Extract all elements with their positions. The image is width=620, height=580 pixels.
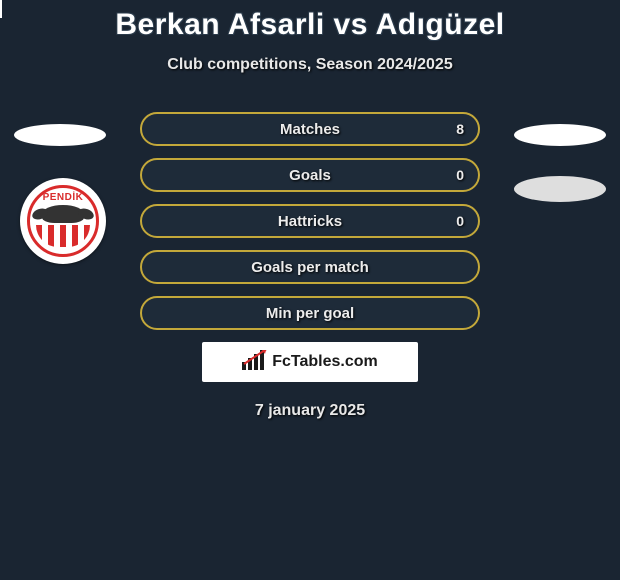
stat-label: Goals	[289, 167, 331, 184]
stat-label: Matches	[280, 121, 340, 138]
stat-row-hattricks: Hattricks 0	[140, 204, 480, 238]
stat-label: Min per goal	[266, 305, 354, 322]
stat-row-goals: Goals 0	[140, 158, 480, 192]
decorative-bar	[0, 0, 2, 18]
brand-chart-icon	[242, 350, 268, 375]
club-logo-left: PENDİK	[20, 178, 106, 264]
stat-right-value: 0	[456, 213, 464, 229]
stat-label: Hattricks	[278, 213, 342, 230]
player-right-ellipse-2	[514, 176, 606, 202]
stat-row-gpm: Goals per match	[140, 250, 480, 284]
page-subtitle: Club competitions, Season 2024/2025	[0, 56, 620, 74]
stat-row-matches: Matches 8	[140, 112, 480, 146]
stats-list: Matches 8 Goals 0 Hattricks 0 Goals per …	[140, 112, 480, 330]
player-right-ellipse	[514, 124, 606, 146]
page-title: Berkan Afsarli vs Adıgüzel	[0, 8, 620, 42]
brand-box: FcTables.com	[202, 342, 418, 382]
club-eagle-icon	[42, 205, 84, 223]
player-left-ellipse	[14, 124, 106, 146]
stat-label: Goals per match	[251, 259, 369, 276]
stat-right-value: 8	[456, 121, 464, 137]
club-logo-inner: PENDİK	[27, 185, 99, 257]
stat-row-mpg: Min per goal	[140, 296, 480, 330]
date-text: 7 january 2025	[0, 402, 620, 420]
stat-right-value: 0	[456, 167, 464, 183]
infographic-root: Berkan Afsarli vs Adıgüzel Club competit…	[0, 0, 620, 580]
club-stripes-icon	[36, 225, 90, 247]
club-name-text: PENDİK	[43, 192, 84, 203]
brand-text: FcTables.com	[272, 353, 378, 371]
